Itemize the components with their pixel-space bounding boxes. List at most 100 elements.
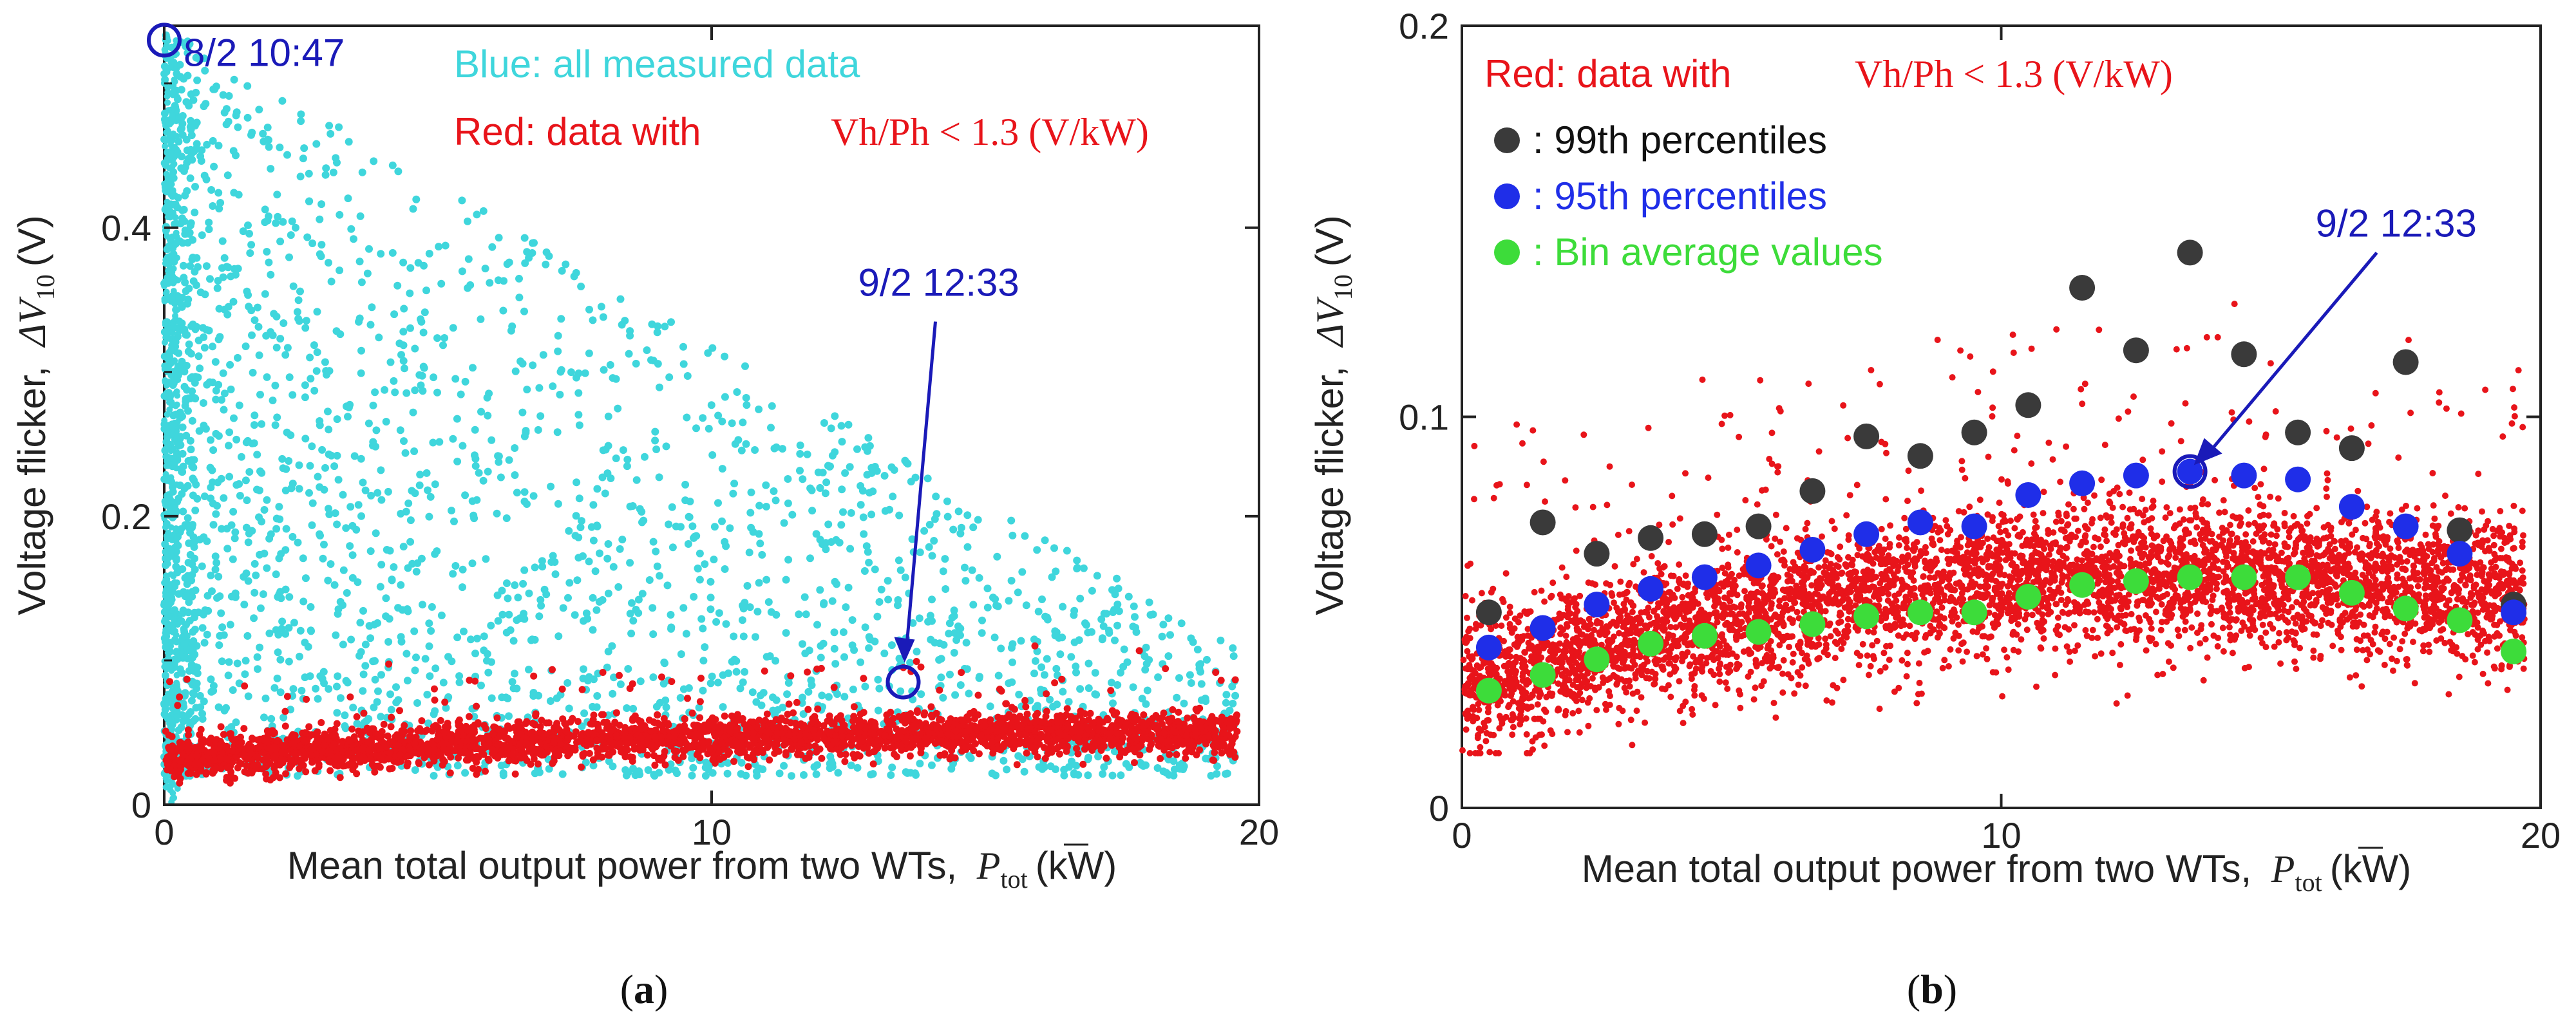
cyan-point <box>1113 621 1121 630</box>
cyan-point <box>186 720 194 728</box>
cyan-point <box>216 592 224 601</box>
red-point <box>1131 759 1138 767</box>
cyan-point <box>283 344 292 352</box>
cyan-point <box>1203 655 1211 664</box>
cyan-point <box>1035 763 1043 771</box>
cyan-point <box>390 377 398 385</box>
cyan-point <box>366 634 375 642</box>
cyan-point <box>285 593 294 601</box>
cyan-point <box>305 169 313 178</box>
cyan-point <box>608 642 616 650</box>
cyan-point <box>398 606 406 614</box>
cyan-point <box>1074 771 1083 779</box>
cyan-point <box>301 393 309 402</box>
cyan-point <box>234 123 242 131</box>
cyan-point <box>468 559 477 568</box>
cyan-point <box>347 635 355 644</box>
cyan-point <box>917 690 925 698</box>
cyan-point <box>214 432 223 440</box>
cyan-point <box>1041 536 1049 545</box>
cyan-point <box>224 303 232 311</box>
cyan-point <box>373 698 381 706</box>
cyan-point <box>336 597 345 606</box>
cyan-point <box>316 215 324 223</box>
cyan-point <box>589 501 598 509</box>
cyan-point <box>371 388 379 397</box>
cyan-point <box>748 688 757 697</box>
cyan-point <box>343 589 351 597</box>
cyan-point <box>721 352 729 360</box>
cyan-point <box>1076 685 1084 693</box>
cyan-point <box>173 481 180 488</box>
cyan-point <box>369 401 377 409</box>
cyan-point <box>167 474 175 481</box>
cyan-point <box>557 315 565 323</box>
cyan-point <box>167 59 175 66</box>
cyan-point <box>604 412 612 420</box>
cyan-point <box>1026 697 1034 705</box>
cyan-point <box>455 672 464 680</box>
cyan-point <box>623 462 631 471</box>
cyan-point <box>177 723 185 731</box>
cyan-point <box>305 197 313 205</box>
cyan-point <box>394 167 402 176</box>
cyan-point <box>332 327 341 335</box>
red-point <box>226 730 234 738</box>
cyan-point <box>243 82 252 90</box>
red-point <box>384 732 392 740</box>
cyan-point <box>399 357 408 365</box>
cyan-point <box>482 555 490 563</box>
cyan-point <box>628 599 636 607</box>
cyan-point <box>263 248 271 256</box>
cyan-point <box>348 551 357 559</box>
cyan-point <box>719 703 727 711</box>
cyan-point <box>333 709 341 717</box>
cyan-point <box>999 756 1008 765</box>
cyan-point <box>1164 652 1173 660</box>
cyan-point <box>169 329 176 336</box>
cyan-point <box>200 422 208 429</box>
red-point <box>578 763 585 771</box>
cyan-point <box>534 426 542 434</box>
cyan-point <box>353 720 361 728</box>
cyan-point <box>178 423 187 431</box>
cyan-point <box>705 765 713 774</box>
cyan-point <box>225 442 232 450</box>
cyan-point <box>411 344 419 353</box>
cyan-point <box>162 65 169 72</box>
cyan-point <box>211 358 220 366</box>
cyan-point <box>169 201 176 209</box>
cyan-point <box>1103 610 1110 618</box>
cyan-point <box>184 482 192 490</box>
cyan-point <box>308 521 316 529</box>
red-point <box>302 768 310 776</box>
cyan-point <box>1030 670 1038 678</box>
cyan-point <box>595 597 603 606</box>
cyan-point <box>783 690 791 698</box>
cyan-point <box>245 468 254 476</box>
red-point <box>1086 709 1094 717</box>
cyan-point <box>538 557 546 565</box>
red-point <box>1121 749 1129 756</box>
cyan-point <box>636 677 645 686</box>
red-point <box>1103 715 1111 722</box>
red-point <box>538 716 545 724</box>
cyan-point <box>1065 698 1073 706</box>
cyan-point <box>788 510 797 519</box>
cyan-point <box>1093 572 1101 580</box>
cyan-point <box>1009 658 1016 666</box>
cyan-point <box>724 759 732 767</box>
cyan-point <box>422 286 430 295</box>
cyan-point <box>469 364 477 372</box>
cyan-point <box>439 341 447 350</box>
red-point <box>480 722 488 729</box>
cyan-point <box>804 688 813 696</box>
cyan-point <box>1229 652 1238 660</box>
cyan-point <box>330 462 339 471</box>
cyan-point <box>178 153 186 161</box>
cyan-point <box>260 713 268 722</box>
cyan-point <box>753 608 762 616</box>
cyan-point <box>319 554 327 563</box>
cyan-point <box>1164 614 1173 623</box>
cyan-point <box>604 540 612 548</box>
